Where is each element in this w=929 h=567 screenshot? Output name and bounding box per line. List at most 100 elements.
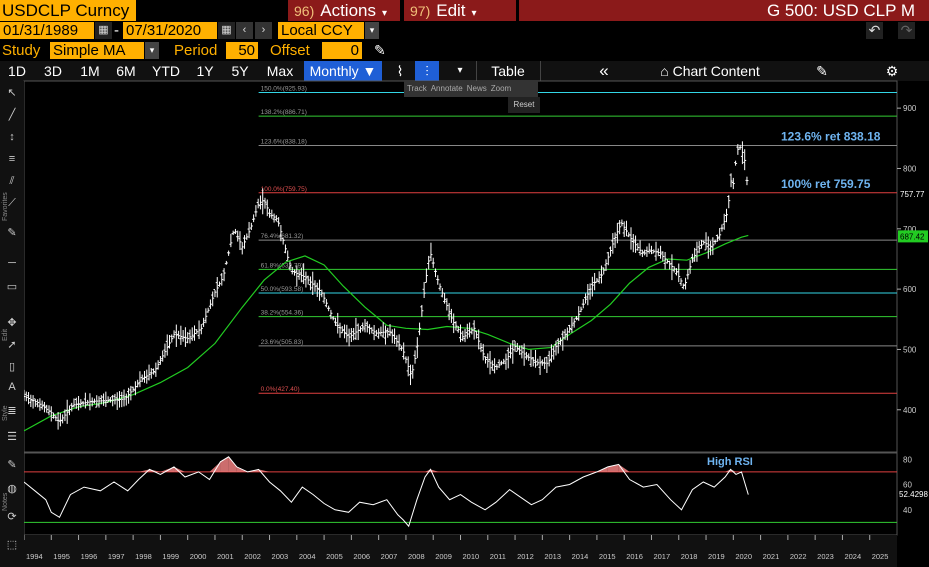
export-icon[interactable]: ⬚ (6, 539, 18, 551)
line-style-icon[interactable]: ≣ (7, 405, 17, 417)
note-icon[interactable]: ✎ (7, 459, 17, 471)
range-6m[interactable]: 6M (116, 63, 136, 79)
x-tick-label: 2015 (599, 552, 616, 561)
edit-menu[interactable]: 97) Edit ▾ (404, 0, 516, 21)
side-label-favorites: Favorites (2, 192, 9, 221)
end-date-field[interactable]: 07/31/2020 (123, 22, 217, 39)
rsi-overbought-fill (209, 461, 221, 472)
x-tick-label: 2024 (844, 552, 861, 561)
pen-icon[interactable]: ✎ (7, 227, 17, 239)
chevron-right-icon[interactable]: › (255, 22, 272, 39)
chart-mini-toolbar: Track Annotate News Zoom (404, 81, 538, 97)
box-icon[interactable]: ▭ (6, 281, 18, 293)
range-5y[interactable]: 5Y (231, 63, 249, 79)
channel-icon[interactable]: ⫽ (9, 175, 15, 187)
x-tick-label: 1996 (81, 552, 98, 561)
move-icon[interactable]: ✥ (7, 317, 17, 329)
actions-menu[interactable]: 96) Actions ▾ (288, 0, 400, 21)
study-select[interactable]: Simple MA (50, 42, 144, 59)
x-tick-label: 2012 (517, 552, 534, 561)
rsi-overbought-fill (174, 466, 185, 472)
cursor-icon[interactable]: ↖ (7, 87, 17, 99)
measure-icon[interactable]: ↕ (9, 131, 15, 143)
range-1m[interactable]: 1M (80, 63, 100, 79)
rsi-overbought-fill (149, 469, 161, 472)
y-tick-label: 600 (903, 285, 917, 294)
chevron-down-icon[interactable]: ▾ (145, 42, 159, 59)
x-tick-label: 2008 (408, 552, 425, 561)
table-button[interactable]: Table (491, 63, 525, 79)
fib-level-label: 123.6%(838.18) (261, 138, 307, 145)
range-ytd[interactable]: YTD (152, 63, 180, 79)
share-icon[interactable]: ⟳ (7, 511, 17, 523)
x-axis: 1994 1995 1996 1997 1998 1999 2000 2001 2002 2003… (23, 535, 897, 567)
text-icon[interactable]: A (8, 381, 16, 393)
x-tick-label: 2001 (217, 552, 234, 561)
mini-tool-news[interactable]: News (466, 84, 487, 93)
frequency-label: Monthly (309, 63, 359, 79)
study-label: Study (2, 42, 41, 59)
rsi-last-badge-bg (898, 488, 929, 501)
width-icon[interactable]: ☰ (7, 431, 17, 443)
graph-title: G 500: USD CLP M (519, 0, 929, 21)
date-range-row: 01/31/1989 ▦ - 07/31/2020 ▦ ‹ › Local CC… (0, 21, 929, 41)
x-tick-label: 2025 (872, 552, 889, 561)
start-date-field[interactable]: 01/31/1989 (0, 22, 94, 39)
chevron-left-icon[interactable]: ‹ (236, 22, 253, 39)
x-tick-label: 1998 (135, 552, 152, 561)
calendar-icon[interactable]: ▦ (95, 22, 112, 39)
range-1y[interactable]: 1Y (196, 63, 214, 79)
offset-input[interactable]: 0 (322, 42, 362, 59)
actions-number: 96) (294, 3, 315, 19)
retracement-annotation: 100% ret 759.75 (781, 177, 871, 191)
security-ticker[interactable]: USDCLP Curncy (0, 0, 136, 21)
x-tick-label: 1995 (53, 552, 70, 561)
rsi-overbought-fill (430, 469, 439, 472)
trend-icon[interactable]: ⟋ (8, 197, 16, 209)
last-price-badge-bg (898, 187, 928, 200)
last-ma-badge-bg (898, 230, 928, 243)
rsi-tick-label: 40 (903, 506, 912, 515)
chart-content-button[interactable]: ⌂ Chart Content (645, 61, 775, 81)
range-max[interactable]: Max (266, 63, 294, 79)
fib-level-label: 23.6%(505.83) (261, 339, 304, 346)
rsi-annotation: High RSI (707, 456, 753, 468)
trash-icon[interactable]: ▯ (8, 361, 16, 373)
gear-icon[interactable]: ⚙ (885, 63, 899, 79)
range-1d[interactable]: 1D (8, 63, 26, 79)
calendar-icon[interactable]: ▦ (218, 22, 235, 39)
rsi-tick-label: 60 (903, 481, 912, 490)
price-panel: 400 500 600 700 800 900 0.0%(427.40) 23.6%(505.… (22, 80, 928, 453)
frequency-select[interactable]: Monthly ▼ (304, 61, 382, 81)
fib-level-label: 0.0%(427.40) (261, 386, 300, 393)
double-chevron-left-icon[interactable]: « (599, 61, 609, 80)
arrow-icon[interactable]: ➚ (7, 339, 17, 351)
chevron-down-icon[interactable]: ▾ (457, 65, 463, 76)
edit-chart-icon[interactable]: ✎ (816, 63, 828, 79)
color-icon[interactable]: ◍ (7, 483, 17, 495)
line-chart-icon[interactable]: ⌇ (396, 63, 404, 79)
undo-icon[interactable]: ↶ (866, 22, 883, 39)
rsi-tick-label: 80 (903, 455, 912, 464)
chevron-down-icon[interactable]: ▾ (365, 22, 379, 39)
fib-level-label: 138.2%(886.71) (261, 109, 307, 116)
mini-tool-annotate[interactable]: Annotate (430, 84, 463, 93)
line-tool-icon[interactable]: ╱ (8, 109, 16, 121)
rsi-last-value: 52.4298 (899, 490, 928, 499)
fib-tool-icon[interactable]: ≡ (8, 153, 16, 165)
sma-line (23, 234, 749, 432)
period-input[interactable]: 50 (226, 42, 258, 59)
hline-icon[interactable]: ─ (8, 257, 16, 269)
bar-chart-icon[interactable]: ⫶ (415, 61, 439, 81)
x-tick-label: 2011 (490, 552, 506, 561)
x-tick-label: 2002 (244, 552, 261, 561)
mini-tool-zoom[interactable]: Zoom (490, 84, 512, 93)
mini-tool-track[interactable]: Track (407, 84, 427, 93)
redo-icon[interactable]: ↷ (898, 22, 915, 39)
chevron-down-icon: ▾ (471, 8, 477, 19)
range-3d[interactable]: 3D (44, 63, 62, 79)
pencil-icon[interactable]: ✎ (374, 42, 386, 58)
reset-button[interactable]: Reset (508, 97, 540, 113)
currency-select[interactable]: Local CCY (278, 22, 364, 39)
